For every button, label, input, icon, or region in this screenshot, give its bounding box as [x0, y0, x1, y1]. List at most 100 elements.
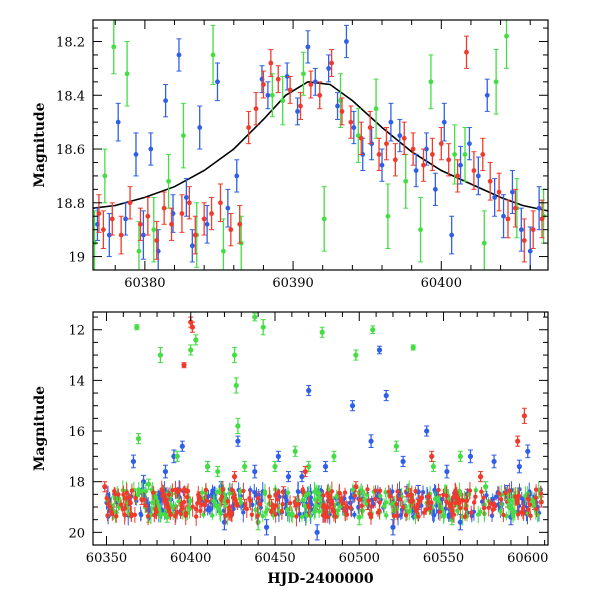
data-point	[487, 161, 493, 201]
data-point	[521, 407, 528, 424]
data-point	[385, 183, 391, 249]
data-point	[493, 49, 499, 115]
y-axis-label: Magnitude	[32, 386, 48, 471]
data-point	[432, 172, 438, 206]
data-point	[127, 186, 133, 220]
model-curve	[93, 80, 548, 212]
data-point	[338, 73, 344, 129]
data-point	[242, 460, 248, 473]
series-2	[134, 312, 517, 531]
data-point	[100, 210, 106, 249]
data-point	[192, 215, 198, 255]
data-point	[280, 75, 286, 126]
data-point	[163, 84, 169, 118]
x-tick-label: 60400	[421, 276, 462, 291]
data-point	[272, 460, 278, 473]
data-point	[536, 186, 542, 231]
data-point	[388, 102, 394, 142]
data-point	[263, 519, 270, 536]
data-point	[383, 390, 389, 402]
data-point	[483, 481, 489, 493]
x-tick-label: 60500	[339, 551, 380, 566]
data-point	[193, 334, 199, 346]
data-point	[305, 30, 311, 64]
data-point	[504, 20, 510, 69]
data-point	[355, 108, 361, 163]
data-point	[204, 460, 211, 473]
data-point	[252, 464, 258, 479]
bottom-panel: 60350 60400 60450 60500 60550 60600 12 14 16 18 20…	[32, 311, 549, 587]
x-tick-label: 60450	[254, 551, 295, 566]
x-axis-label: HJD-2400000	[267, 571, 374, 587]
data-point	[314, 524, 320, 541]
data-point	[210, 24, 216, 86]
data-point	[162, 464, 169, 479]
data-point	[322, 460, 329, 473]
data-point	[335, 92, 341, 120]
data-point	[123, 202, 129, 236]
y-tick-label: 12	[68, 324, 85, 339]
y-tick-label: 18.2	[56, 36, 85, 51]
data-point	[539, 199, 545, 239]
data-point	[302, 465, 308, 478]
x-tick-label: 60380	[124, 276, 165, 291]
data-point	[343, 24, 349, 59]
data-point	[462, 127, 468, 182]
data-point	[146, 478, 152, 490]
data-point	[137, 207, 143, 241]
data-point	[428, 54, 434, 110]
data-point	[260, 319, 266, 336]
data-point	[390, 519, 396, 536]
data-point	[452, 124, 458, 185]
data-point	[329, 49, 335, 77]
x-tick-label: 60350	[86, 551, 127, 566]
data-point	[410, 132, 416, 166]
data-point	[441, 102, 447, 142]
data-point	[312, 67, 318, 96]
data-point	[349, 400, 356, 412]
data-point	[130, 454, 137, 469]
data-point	[418, 196, 424, 263]
data-point	[179, 440, 185, 452]
data-point	[217, 183, 223, 223]
data-point	[475, 156, 481, 196]
data-point	[106, 213, 112, 258]
data-point	[438, 127, 444, 161]
data-point	[140, 210, 146, 260]
y-tick-label: 18.8	[56, 197, 85, 212]
data-point	[505, 199, 511, 239]
data-point	[393, 440, 399, 452]
data-point	[429, 450, 435, 462]
data-point	[358, 121, 364, 155]
data-point	[183, 178, 189, 217]
data-point	[234, 159, 240, 193]
series-1	[94, 24, 542, 270]
data-point	[353, 349, 359, 361]
data-point	[124, 41, 130, 107]
data-point	[186, 186, 192, 220]
data-point	[481, 210, 487, 270]
data-point	[401, 121, 407, 155]
y-tick-label: 14	[68, 374, 85, 389]
data-point	[135, 433, 142, 445]
data-point	[496, 172, 502, 212]
data-point	[134, 324, 140, 331]
data-point	[102, 148, 108, 204]
x-tick-label: 60390	[272, 276, 313, 291]
data-point	[118, 215, 124, 255]
data-point	[214, 62, 220, 102]
data-point	[300, 51, 306, 96]
data-point	[471, 151, 477, 190]
plot-area	[102, 312, 544, 541]
data-point	[484, 78, 490, 112]
data-point	[228, 213, 234, 247]
data-point	[220, 218, 226, 270]
data-point	[181, 362, 187, 369]
y-tick-label: 18	[68, 476, 85, 491]
data-point	[308, 70, 314, 99]
y-tick-label: 16	[68, 425, 85, 440]
data-point	[201, 202, 207, 236]
y-tick-label: 19	[68, 251, 85, 266]
data-point	[209, 196, 215, 231]
data-point	[109, 202, 115, 236]
